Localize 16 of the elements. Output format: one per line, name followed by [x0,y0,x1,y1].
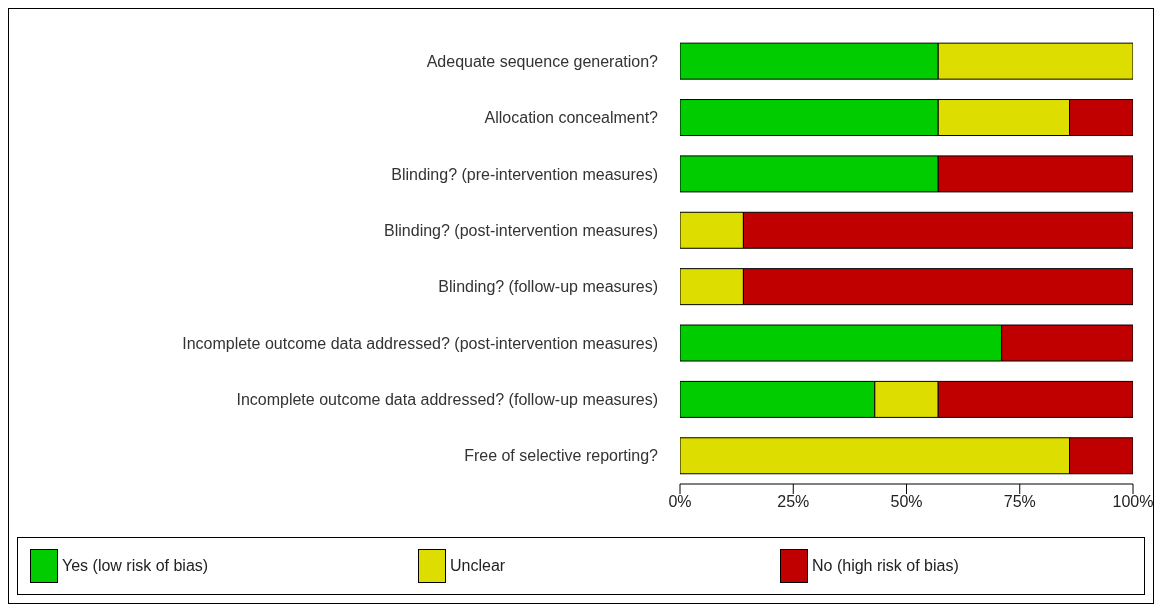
y-tick-label: Allocation concealment? [484,109,659,127]
legend-label: Unclear [450,557,506,575]
y-tick-label: Incomplete outcome data addressed? (follow-up measures) [236,391,658,409]
y-tick-label: Blinding? (follow-up measures) [438,278,658,296]
x-tick-label: 50% [890,493,923,511]
y-tick-label: Free of selective reporting? [464,447,659,465]
legend-label: Yes (low risk of bias) [62,557,209,575]
y-tick-label: Incomplete outcome data addressed? (post-intervention measures) [182,334,658,352]
legend-label: No (high risk of bias) [812,557,959,575]
x-tick-label: 0% [668,493,692,511]
y-tick-label: Blinding? (post-intervention measures) [384,221,658,239]
y-tick-label: Adequate sequence generation? [426,52,659,70]
y-tick-label: Blinding? (pre-intervention measures) [391,165,658,183]
x-tick-label: 25% [777,493,810,511]
x-tick-label: 100% [1112,493,1154,511]
x-tick-label: 75% [1003,493,1036,511]
